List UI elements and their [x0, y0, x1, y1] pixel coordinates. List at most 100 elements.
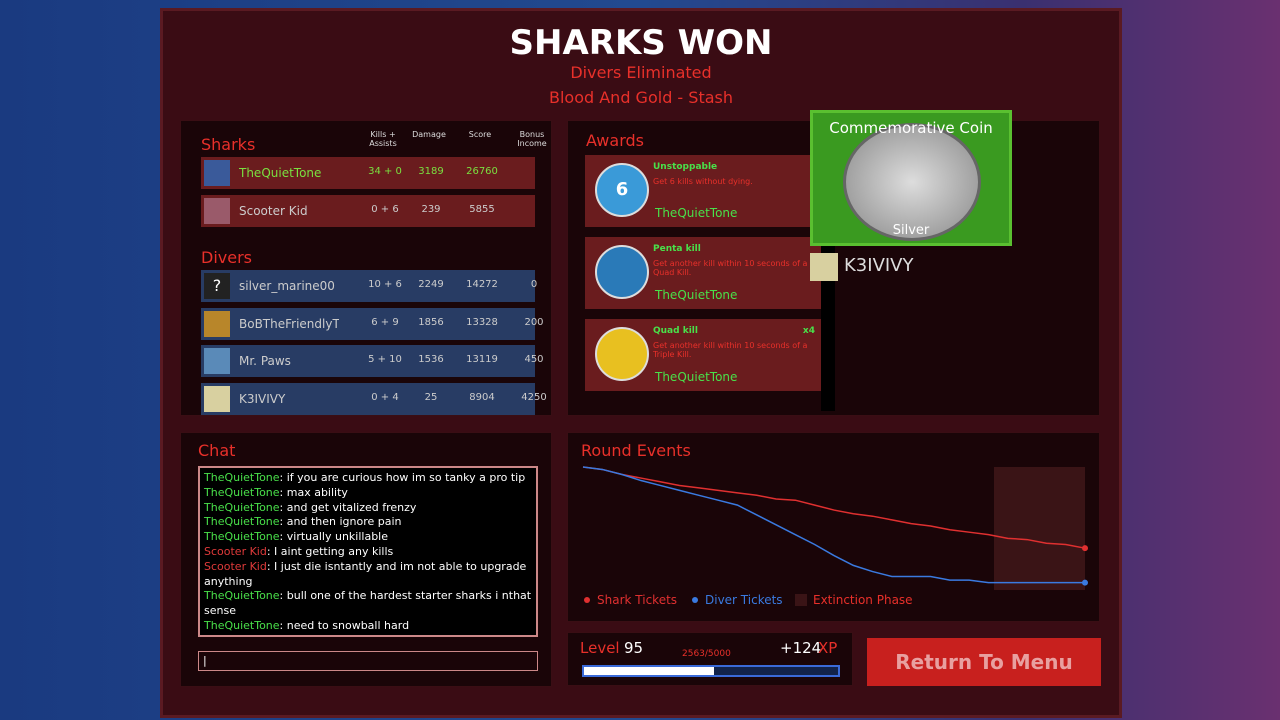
- award-player: TheQuietTone: [655, 206, 738, 220]
- section-title: Round Events: [581, 441, 691, 460]
- award-card: Quad kill x4 Get another kill within 10 se…: [585, 319, 821, 391]
- player-name: Mr. Paws: [239, 354, 291, 368]
- chat-text: : max ability: [279, 485, 348, 499]
- player-row: Mr. Paws 5 + 10 1536 13119 450: [201, 345, 544, 377]
- stat: 4250: [521, 391, 547, 403]
- return-button[interactable]: Return To Menu: [867, 638, 1101, 686]
- chat-message: TheQuietTone: if you are curious how im …: [204, 471, 532, 486]
- extinction-phase: [994, 467, 1085, 590]
- chat-panel: Chat TheQuietTone: if you are curious how…: [180, 432, 552, 687]
- award-player: TheQuietTone: [655, 370, 738, 384]
- award-card: 6 Unstoppable Get 6 kills without dying. Th…: [585, 155, 821, 227]
- legend-label: Diver Tickets: [705, 593, 783, 607]
- award-card: Penta kill Get another kill within 10 sec…: [585, 237, 821, 309]
- stat: 13119: [466, 354, 498, 365]
- award-description: Get another kill within 10 seconds of a …: [653, 259, 808, 277]
- legend-swatch: [795, 594, 807, 606]
- column-header: Score: [468, 130, 492, 139]
- stat: 239: [421, 203, 441, 215]
- xp-bar: [582, 665, 840, 677]
- award-count: x4: [802, 326, 815, 336]
- chat-message: TheQuietTone: virtually unkillable: [204, 530, 532, 545]
- subtitle: Divers Eliminated: [570, 63, 712, 82]
- chat-user: Scooter Kid: [204, 544, 267, 558]
- player-name: Scooter Kid: [239, 203, 308, 218]
- chat-text: : need to snowball hard: [279, 618, 410, 632]
- chat-message: Scooter Kid: I aint getting any kills: [204, 545, 532, 560]
- award-name: Unstoppable: [653, 162, 718, 172]
- awards-panel: Awards 6 Unstoppable Get 6 kills without dy…: [567, 110, 1100, 416]
- level-value: 95: [624, 639, 644, 657]
- chat-user: TheQuietTone: [204, 485, 280, 499]
- avatar: [204, 197, 230, 224]
- player-row: Scooter Kid 0 + 6 239 5855: [201, 194, 535, 227]
- stat: 3189: [418, 166, 444, 177]
- award-description: Get 6 kills without dying.: [653, 177, 753, 186]
- end-point: [1082, 545, 1088, 552]
- avatar: [204, 385, 230, 412]
- player-row: BoBTheFriendlyTr 6 + 9 1856 13328 200: [201, 307, 544, 340]
- xp-fill: [584, 667, 715, 675]
- chat-text: : I aint getting any kills: [266, 544, 394, 558]
- stat: 0 + 6: [371, 203, 399, 215]
- section-title: Chat: [198, 441, 236, 460]
- chat-text: : virtually unkillable: [279, 530, 389, 544]
- chat-user: TheQuietTone: [204, 530, 280, 544]
- player-name: K3IVIVY: [239, 391, 286, 406]
- award-player: TheQuietTone: [655, 288, 738, 302]
- stat: 2249: [418, 279, 444, 290]
- section-title: Divers: [201, 248, 252, 267]
- chat-message: TheQuietTone: and get vitalized frenzy: [204, 501, 532, 516]
- award-icon: [595, 327, 649, 381]
- chat-text: : if you are curious how im so tanky a p…: [279, 471, 526, 484]
- results-window: SHARKS WON Divers Eliminated Blood And Gol…: [160, 8, 1122, 718]
- legend-dot: [692, 597, 698, 603]
- xp-progress: 2563/5000: [682, 649, 731, 659]
- stat: 1536: [418, 354, 444, 365]
- stat: 200: [524, 316, 544, 328]
- avatar: [204, 348, 230, 374]
- column-header: Kills + Assists: [369, 130, 397, 148]
- xp-gain: +124: [780, 639, 822, 657]
- map-name: Blood And Gold - Stash: [548, 88, 733, 107]
- award-name: Penta kill: [653, 244, 701, 254]
- series-line: [582, 466, 1086, 549]
- chat-message: TheQuietTone: bull one of the hardest st…: [204, 589, 532, 619]
- level-panel: Level 95 2563/5000 +124 XP: [567, 632, 853, 686]
- legend-label: Shark Tickets: [597, 593, 677, 607]
- popup-tier: Silver: [892, 223, 930, 238]
- chat-message: TheQuietTone: max ability: [204, 486, 532, 501]
- stat: 0 + 4: [371, 391, 399, 403]
- round-events-chart: Shark Tickets Diver Tickets Extinction Pha…: [582, 466, 1088, 607]
- stat: 0: [530, 279, 538, 290]
- stat: 13328: [466, 316, 498, 328]
- column-header: Bonus Income: [517, 130, 547, 148]
- stat: 5 + 10: [368, 354, 402, 365]
- level-label: Level: [580, 639, 620, 657]
- legend-dot: [584, 597, 590, 603]
- round-events-panel: Round Events Shark Tickets Diver Tickets Ex…: [567, 432, 1100, 622]
- xp-unit: XP: [818, 639, 838, 657]
- chat-text: : bull one of the hardest starter sharks…: [204, 589, 532, 618]
- stat: 34 + 0: [368, 166, 402, 177]
- chat-input[interactable]: |: [198, 651, 538, 671]
- stat: 1856: [418, 316, 444, 328]
- chat-user: TheQuietTone: [204, 515, 280, 529]
- award-name: Quad kill: [653, 326, 698, 336]
- section-title: Sharks: [201, 135, 256, 154]
- stat: 26760: [466, 166, 498, 177]
- award-icon: 6: [595, 163, 649, 217]
- coin-popup: Commemorative Coin Silver: [810, 110, 1012, 246]
- award-description: Get another kill within 10 seconds of a …: [653, 341, 808, 359]
- stat: 5855: [469, 203, 495, 215]
- stat: 25: [424, 391, 438, 403]
- avatar: [204, 310, 230, 337]
- player-row: TheQuietTone 34 + 0 3189 26760: [201, 157, 535, 189]
- popup-avatar: [810, 253, 838, 281]
- series-line: [582, 466, 1085, 584]
- chat-user: TheQuietTone: [204, 618, 280, 632]
- chat-message: TheQuietTone: and then ignore pain: [204, 515, 532, 530]
- stat: 14272: [466, 279, 498, 290]
- chat-user: TheQuietTone: [204, 471, 280, 484]
- chat-message: TheQuietTone: need to snowball hard: [204, 619, 532, 634]
